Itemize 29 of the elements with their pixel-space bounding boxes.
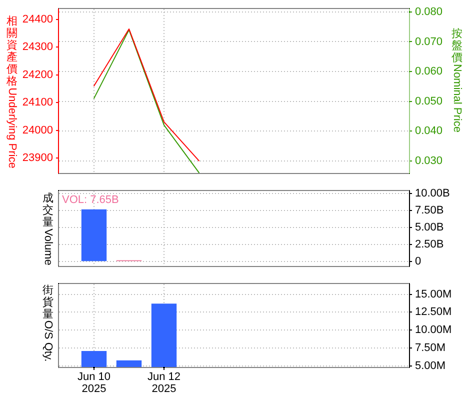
y-tick-label: 7.50B	[415, 204, 444, 216]
y-tick-label: 24300	[22, 41, 53, 54]
y-tick-label: 5.00B	[415, 222, 444, 234]
y-tick-label: 5.00M	[415, 360, 446, 372]
y2-tick-label: 0.050	[415, 95, 443, 108]
y-tick-label: 0	[415, 256, 422, 268]
y2-tick-label: 0.030	[415, 154, 443, 167]
y-tick-label: 2.50B	[415, 238, 444, 251]
y-tick-label: 10.00M	[415, 324, 452, 336]
x-tick-label: Jun 12 2025	[147, 371, 181, 396]
y-axis-title: 成交量Volume	[42, 192, 54, 266]
y-tick-label: 10.00B	[415, 187, 450, 200]
y-tick-label: 7.50M	[415, 342, 446, 354]
y-tick-label: 12.50M	[415, 306, 452, 318]
y-axis-title: 相關資產價格Underlying Price	[6, 16, 18, 168]
y2-tick-label: 0.080	[415, 6, 443, 18]
y-tick-label: 23900	[22, 152, 53, 164]
y-tick-label: 15.00M	[415, 288, 452, 300]
y2-tick-label: 0.060	[415, 66, 443, 78]
y2-axis-title: 按盤價Nominal Price	[451, 28, 463, 132]
y-tick-label: 24200	[22, 68, 53, 81]
x-tick-label: Jun 10 2025	[77, 371, 111, 396]
y2-tick-label: 0.070	[415, 36, 443, 48]
y-tick-label: 24000	[22, 124, 53, 136]
y-tick-label: 24400	[22, 13, 53, 26]
y2-tick-label: 0.040	[415, 125, 443, 138]
y-axis-title: 街貨量O/S Qty.	[42, 284, 54, 362]
y-tick-label: 24100	[22, 96, 53, 109]
annotation: VOL: 7.65B	[62, 194, 119, 206]
